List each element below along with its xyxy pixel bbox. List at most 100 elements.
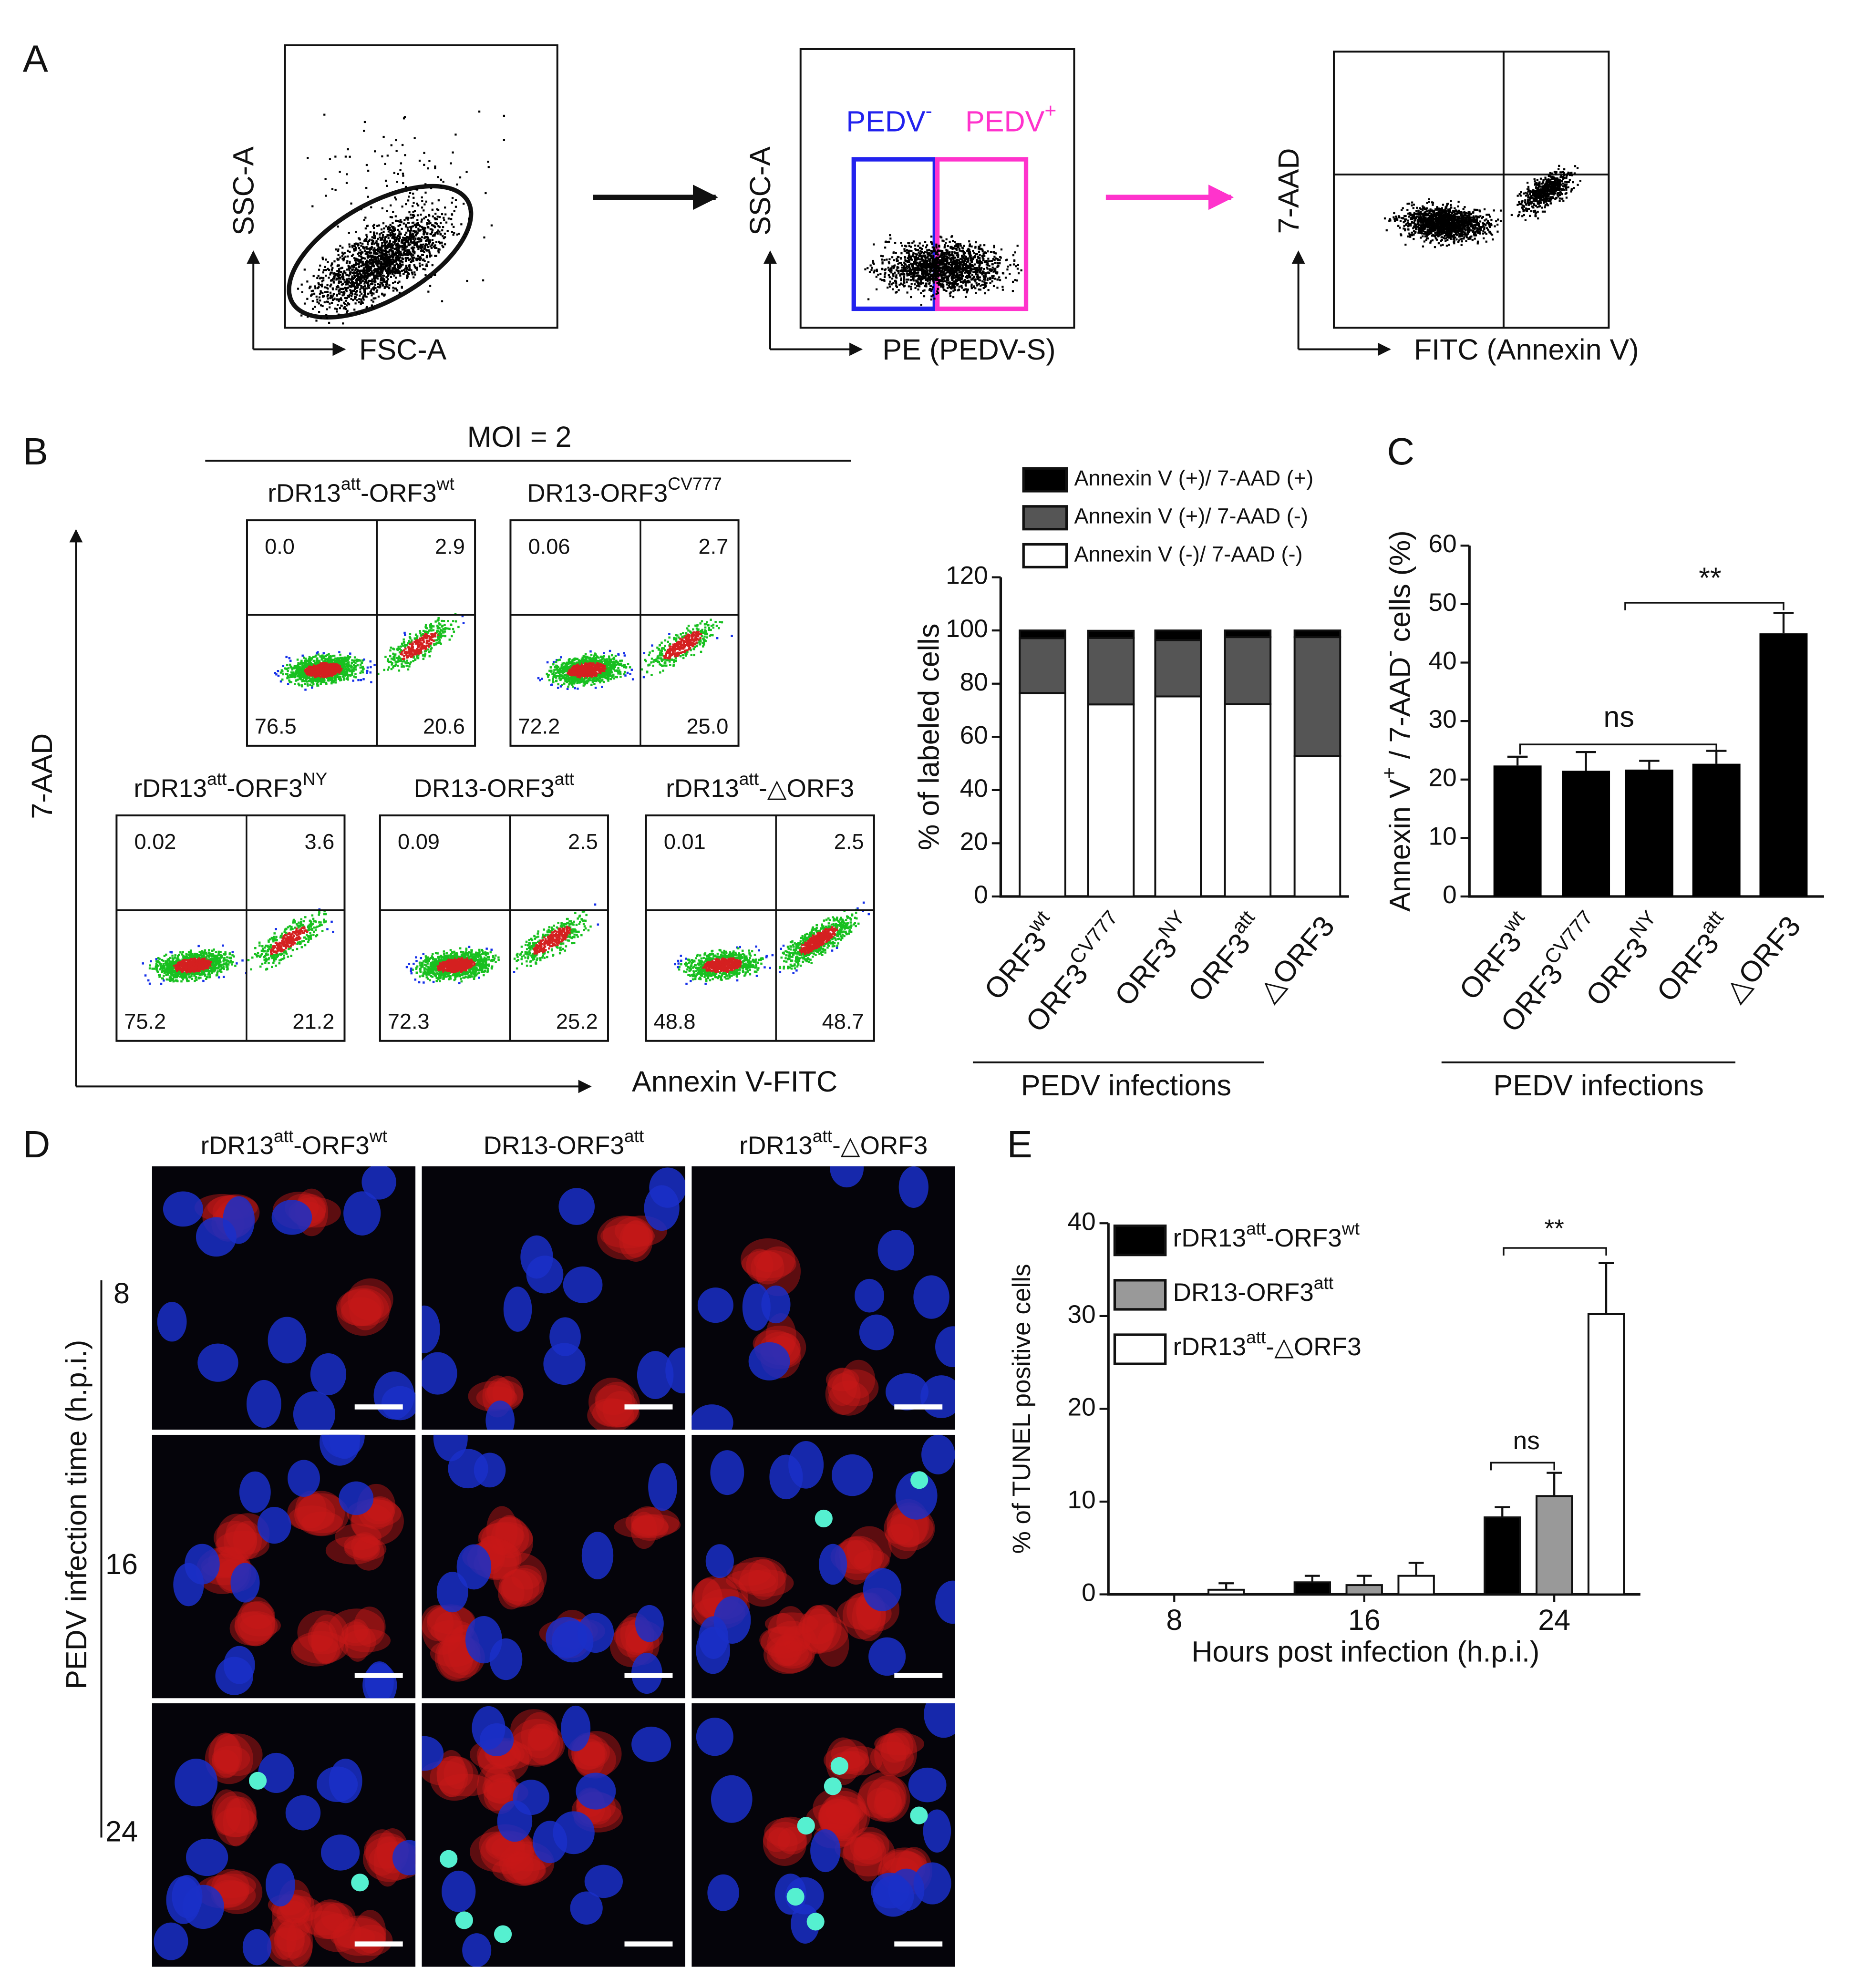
- dot: [1455, 225, 1457, 227]
- dot: [924, 271, 927, 273]
- dot: [990, 259, 993, 262]
- dot: [393, 242, 396, 245]
- dot: [410, 269, 413, 271]
- dot: [965, 288, 968, 290]
- dot: [322, 271, 324, 274]
- dot: [945, 265, 948, 267]
- dot: [881, 268, 884, 270]
- dot: [1438, 212, 1440, 215]
- dot: [1481, 217, 1483, 219]
- dot: [916, 268, 919, 271]
- dot: [368, 287, 370, 289]
- dot: [1441, 223, 1444, 225]
- dot: [956, 261, 958, 263]
- dot: [311, 289, 314, 292]
- dot: [904, 285, 906, 287]
- dot: [937, 273, 939, 276]
- dot: [381, 292, 383, 295]
- dot: [331, 267, 334, 269]
- dot: [1457, 205, 1459, 207]
- dot: [1473, 218, 1475, 220]
- dot: [971, 258, 974, 260]
- dot: [1455, 223, 1457, 226]
- dot: [1012, 280, 1014, 283]
- dot: [340, 291, 342, 293]
- dot: [1451, 215, 1454, 217]
- dot: [917, 281, 920, 284]
- dot: [945, 253, 948, 256]
- dot: [389, 248, 392, 251]
- dot: [457, 233, 460, 235]
- dot: [333, 298, 336, 300]
- dot: [402, 222, 405, 225]
- dot: [1487, 214, 1489, 216]
- dot: [989, 269, 991, 272]
- dot: [910, 273, 913, 275]
- dot: [1422, 222, 1424, 225]
- dot: [919, 250, 922, 252]
- dot: [1443, 227, 1445, 229]
- dot: [360, 292, 363, 295]
- dot: [412, 211, 414, 213]
- dot: [919, 283, 922, 285]
- dot: [1434, 214, 1436, 216]
- dot: [995, 272, 997, 274]
- dot: [902, 267, 905, 269]
- dot: [959, 249, 961, 252]
- dot: [331, 262, 333, 265]
- dot: [342, 259, 345, 262]
- dot: [418, 262, 421, 265]
- dot: [343, 270, 345, 273]
- dot: [380, 273, 382, 276]
- dot: [365, 274, 368, 277]
- dot: [337, 273, 340, 275]
- dot: [428, 160, 431, 162]
- dot: [960, 277, 963, 279]
- dot: [932, 281, 935, 284]
- dot: [454, 134, 457, 136]
- dot: [363, 273, 366, 276]
- dot: [1434, 228, 1436, 231]
- dot: [962, 262, 965, 265]
- dot: [437, 249, 440, 252]
- dot: [879, 273, 882, 275]
- dot: [939, 249, 942, 252]
- dot: [964, 288, 966, 291]
- dot: [450, 162, 452, 165]
- dot: [979, 257, 981, 259]
- dot: [901, 267, 903, 269]
- dot: [953, 263, 956, 266]
- dot: [364, 250, 366, 252]
- dot: [948, 263, 950, 265]
- dot: [1439, 214, 1441, 216]
- dot: [900, 269, 903, 271]
- dot: [434, 255, 436, 257]
- dot: [933, 298, 936, 300]
- dot: [381, 257, 384, 259]
- dot: [1446, 234, 1449, 237]
- dot: [951, 258, 954, 260]
- dot: [928, 282, 930, 285]
- dot: [389, 224, 392, 226]
- dot: [392, 258, 394, 260]
- dot: [392, 282, 394, 284]
- dot: [900, 264, 903, 266]
- dot: [957, 275, 960, 277]
- dot: [329, 273, 331, 276]
- dot: [1496, 223, 1499, 226]
- dot: [390, 255, 392, 258]
- dot: [437, 248, 440, 250]
- dot: [327, 300, 329, 303]
- dot: [342, 253, 345, 256]
- dot: [367, 275, 370, 277]
- dot: [406, 245, 408, 248]
- dot: [397, 225, 400, 227]
- dot: [377, 265, 380, 268]
- dot: [394, 267, 396, 269]
- dot: [405, 203, 407, 206]
- dot: [421, 236, 423, 238]
- dot: [442, 226, 444, 228]
- dot: [372, 231, 375, 234]
- dot: [383, 258, 386, 261]
- dot: [910, 279, 913, 281]
